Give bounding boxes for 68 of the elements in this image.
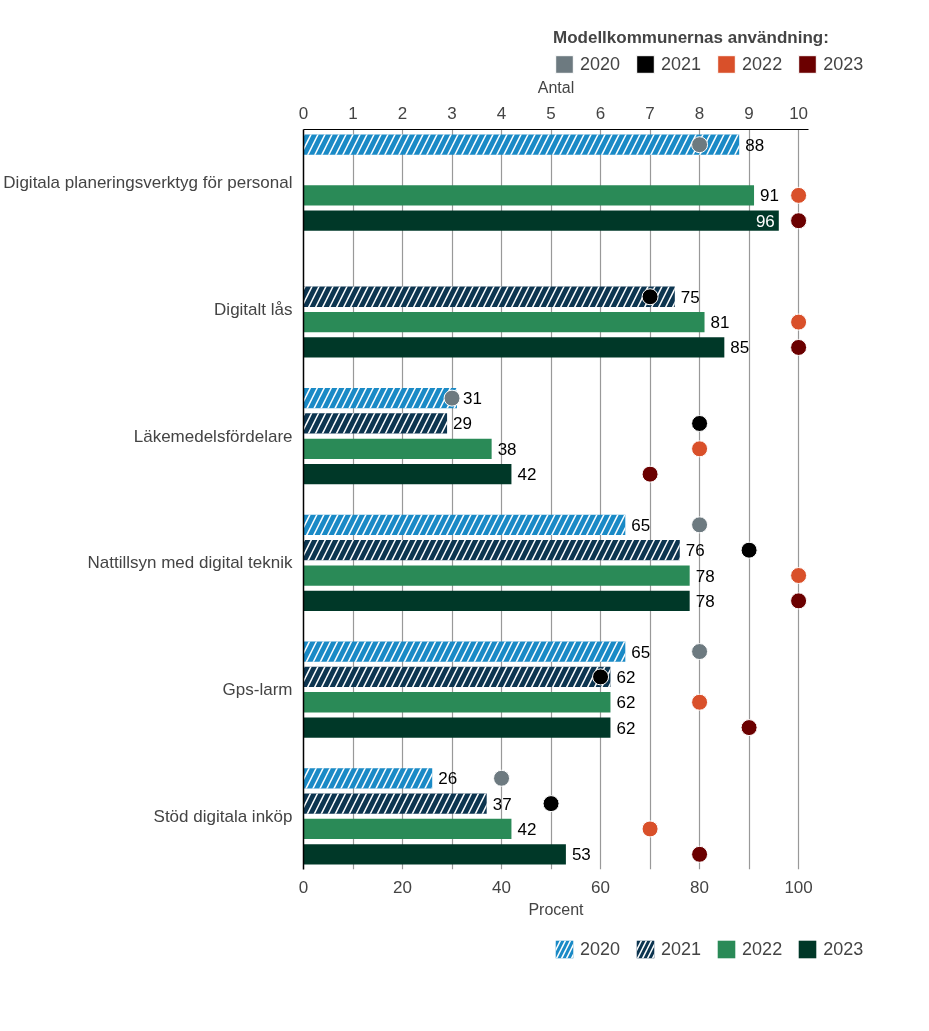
x-tick-label: 80 [690, 877, 710, 897]
data-label: 26 [438, 769, 458, 789]
legend-label: 2022 [742, 53, 783, 75]
data-label: 76 [685, 541, 705, 561]
x-axis-title: Procent [528, 900, 585, 918]
bar [303, 692, 611, 713]
bar [303, 185, 755, 206]
x-tick-label: 60 [591, 877, 611, 897]
bar [303, 464, 512, 485]
data-label: 42 [517, 465, 537, 485]
x2-tick-label: 4 [496, 103, 507, 123]
y-tick-label: Nattillsyn med digital teknik [87, 553, 293, 573]
data-label: 88 [745, 135, 765, 155]
x2-tick-label: 0 [298, 103, 309, 123]
data-label: 38 [497, 439, 517, 459]
data-label: 62 [616, 693, 636, 713]
bar [303, 438, 492, 459]
bar [303, 844, 566, 865]
data-label: 42 [517, 819, 537, 839]
y-tick-label: Digitala planeringsverktyg för personal [3, 173, 293, 193]
bar [303, 565, 690, 586]
data-label: 75 [680, 287, 700, 307]
data-label: 53 [571, 845, 591, 865]
legend-label: 2020 [580, 938, 621, 960]
bar [303, 590, 690, 612]
y-tick-label: Läkemedelsfördelare [133, 426, 293, 446]
x2-tick-label: 7 [645, 103, 655, 123]
legend-label: 2021 [661, 53, 702, 75]
bar [303, 818, 512, 840]
data-label: 29 [453, 414, 472, 434]
data-label: 85 [730, 338, 750, 358]
x2-tick-label: 2 [397, 103, 408, 123]
x2-tick-label: 8 [694, 103, 705, 123]
x-tick-label: 0 [298, 877, 309, 897]
x-tick-label: 40 [492, 877, 512, 897]
data-label: 65 [631, 642, 651, 662]
legend-label: 2022 [742, 938, 783, 960]
bar [303, 717, 611, 738]
x2-tick-label: 3 [447, 103, 457, 123]
legend-label: 2023 [823, 53, 864, 75]
data-label: 78 [695, 566, 715, 586]
data-label: 81 [710, 313, 730, 333]
data-label: 65 [631, 515, 651, 535]
bar [303, 210, 779, 231]
x2-tick-label: 9 [744, 103, 754, 123]
data-label: 62 [616, 718, 636, 738]
legend-title: Modellkommunernas användning: [553, 28, 830, 48]
legend-label: 2021 [661, 938, 702, 960]
data-label: 62 [616, 667, 636, 687]
y-tick-label: Gps-larm [222, 680, 293, 700]
x2-tick-label: 10 [789, 103, 809, 123]
x-tick-label: 100 [784, 877, 813, 897]
data-label: 37 [492, 794, 512, 814]
bar [303, 311, 705, 333]
x-tick-label: 20 [393, 877, 412, 897]
y-tick-label: Digitalt lås [214, 299, 293, 319]
legend-label: 2023 [823, 938, 864, 960]
x2-tick-label: 6 [595, 103, 606, 123]
bar [303, 337, 725, 358]
y-tick-label: Stöd digitala inköp [153, 806, 293, 826]
data-label: 91 [760, 186, 779, 206]
legend-label: 2020 [580, 53, 621, 75]
x2-tick-label: 1 [348, 103, 358, 123]
data-label: 78 [695, 591, 715, 611]
data-label: 31 [462, 389, 482, 409]
x2-tick-label: 5 [546, 103, 556, 123]
data-label: 96 [755, 211, 775, 231]
x2-axis-title: Antal [537, 78, 575, 96]
